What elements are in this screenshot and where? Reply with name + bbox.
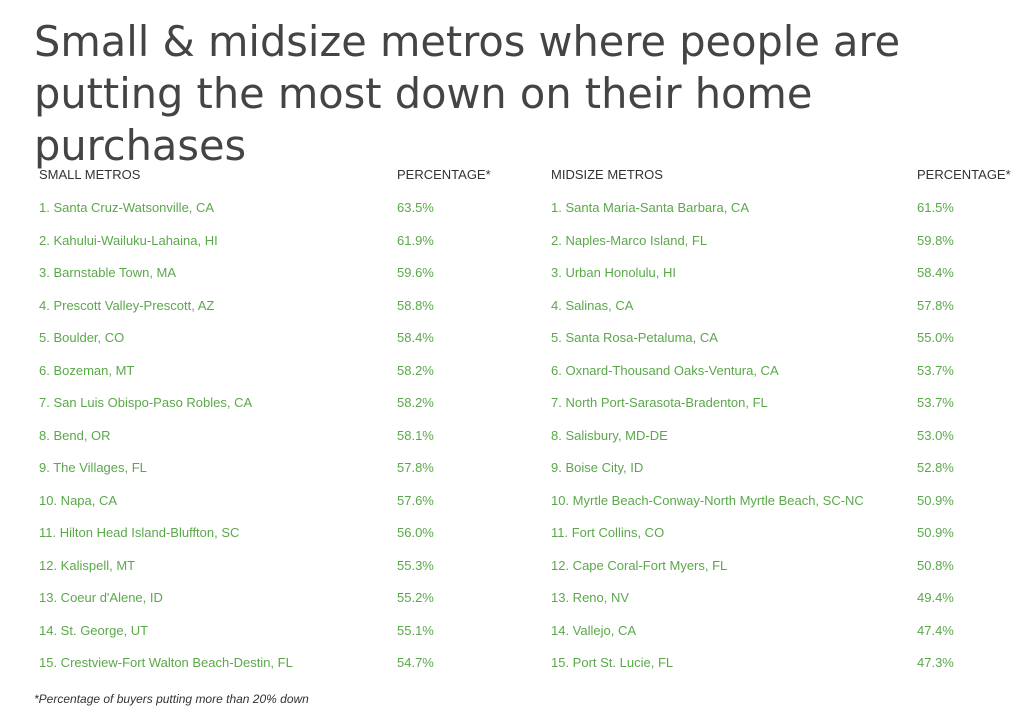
small-metros-row-name: 3. Barnstable Town, MA (39, 265, 177, 280)
small-metros-row-name: 1. Santa Cruz-Watsonville, CA (39, 200, 215, 215)
midsize-metros-row-percentage: 59.8% (917, 233, 954, 248)
midsize-metros-row-name: 3. Urban Honolulu, HI (551, 265, 677, 280)
small-metros-header: SMALL METROS (39, 167, 141, 182)
midsize-metros-row-percentage: 53.7% (917, 395, 954, 410)
small-metros-row-name: 4. Prescott Valley-Prescott, AZ (39, 298, 215, 313)
midsize-metros-row-name: 7. North Port-Sarasota-Bradenton, FL (551, 395, 768, 410)
midsize-metros-row-percentage: 53.7% (917, 363, 954, 378)
midsize-metros-row-percentage: 47.4% (917, 623, 954, 638)
midsize-metros-row-name: 14. Vallejo, CA (551, 623, 637, 638)
midsize-metros-row-percentage: 50.9% (917, 493, 954, 508)
small-metros-row-percentage: 55.2% (397, 590, 434, 605)
midsize-metros-row-percentage: 61.5% (917, 200, 954, 215)
small-metros-row-name: 7. San Luis Obispo-Paso Robles, CA (39, 395, 253, 410)
small-metros-row-name: 14. St. George, UT (39, 623, 149, 638)
midsize-metros-header: MIDSIZE METROS (551, 167, 663, 182)
midsize-metros-row-name: 5. Santa Rosa-Petaluma, CA (551, 330, 718, 345)
midsize-metros-row-percentage: 53.0% (917, 428, 954, 443)
small-metros-row-percentage: 54.7% (397, 655, 434, 670)
small-metros-row-percentage: 58.2% (397, 395, 434, 410)
midsize-metros-row-name: 11. Fort Collins, CO (551, 525, 665, 540)
small-metros-row-name: 9. The Villages, FL (39, 460, 147, 475)
midsize-metros-row-name: 2. Naples-Marco Island, FL (551, 233, 708, 248)
small-metros-row-percentage: 58.2% (397, 363, 434, 378)
small-metros-row-name: 11. Hilton Head Island-Bluffton, SC (39, 525, 240, 540)
small-metros-row-percentage: 61.9% (397, 233, 434, 248)
small-metros-row-percentage: 58.4% (397, 330, 434, 345)
small-metros-row-percentage: 55.1% (397, 623, 434, 638)
midsize-metros-row-percentage: 52.8% (917, 460, 954, 475)
midsize-metros-row-percentage: 49.4% (917, 590, 954, 605)
small-metros-row-name: 12. Kalispell, MT (39, 558, 136, 573)
small-metros-row-name: 5. Boulder, CO (39, 330, 125, 345)
small-metros-row-name: 10. Napa, CA (39, 493, 118, 508)
midsize-metros-row-percentage: 58.4% (917, 265, 954, 280)
midsize-metros-row-percentage: 50.9% (917, 525, 954, 540)
small-metros-row-percentage: 63.5% (397, 200, 434, 215)
small-metros-row-percentage: 58.8% (397, 298, 434, 313)
small-metros-row-name: 6. Bozeman, MT (39, 363, 135, 378)
small-metros-row-name: 13. Coeur d'Alene, ID (39, 590, 163, 605)
midsize-metros-row-name: 10. Myrtle Beach-Conway-North Myrtle Bea… (551, 493, 864, 508)
midsize-metros-row-name: 8. Salisbury, MD-DE (551, 428, 668, 443)
page-title: Small & midsize metros where people are … (34, 17, 901, 170)
small-metros-row-percentage: 57.6% (397, 493, 434, 508)
midsize-metros-row-percentage: 50.8% (917, 558, 954, 573)
midsize-metros-row-name: 9. Boise City, ID (551, 460, 644, 475)
small-metros-row-name: 8. Bend, OR (39, 428, 111, 443)
midsize-metros-row-percentage: 57.8% (917, 298, 954, 313)
midsize-metros-percentage-header: PERCENTAGE* (917, 167, 1011, 182)
midsize-metros-row-name: 15. Port St. Lucie, FL (551, 655, 674, 670)
small-metros-row-percentage: 56.0% (397, 525, 434, 540)
small-metros-row-name: 2. Kahului-Wailuku-Lahaina, HI (39, 233, 218, 248)
midsize-metros-row-name: 1. Santa Maria-Santa Barbara, CA (551, 200, 749, 215)
midsize-metros-row-percentage: 55.0% (917, 330, 954, 345)
midsize-metros-row-percentage: 47.3% (917, 655, 954, 670)
midsize-metros-row-name: 13. Reno, NV (551, 590, 630, 605)
small-metros-row-percentage: 58.1% (397, 428, 434, 443)
midsize-metros-row-name: 4. Salinas, CA (551, 298, 634, 313)
small-metros-percentage-header: PERCENTAGE* (397, 167, 491, 182)
midsize-metros-row-name: 12. Cape Coral-Fort Myers, FL (551, 558, 728, 573)
small-metros-row-percentage: 55.3% (397, 558, 434, 573)
footnote: *Percentage of buyers putting more than … (34, 692, 309, 706)
midsize-metros-row-name: 6. Oxnard-Thousand Oaks-Ventura, CA (551, 363, 779, 378)
small-metros-row-name: 15. Crestview-Fort Walton Beach-Destin, … (39, 655, 293, 670)
small-metros-row-percentage: 59.6% (397, 265, 434, 280)
small-metros-row-percentage: 57.8% (397, 460, 434, 475)
